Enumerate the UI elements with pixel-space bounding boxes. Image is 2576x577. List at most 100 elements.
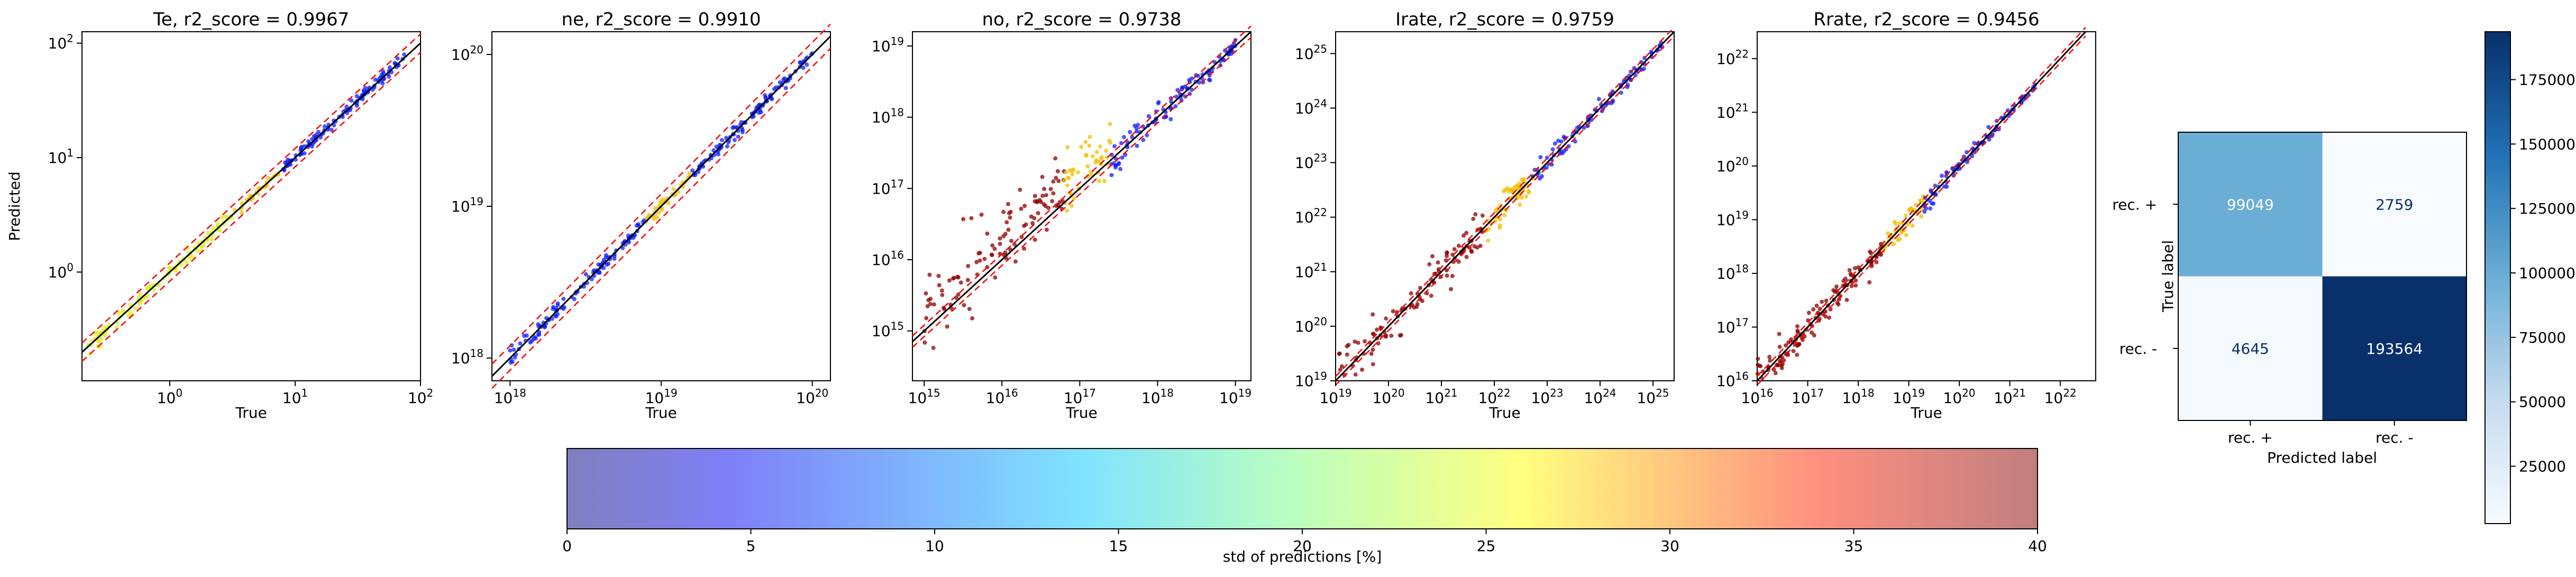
- scatter-point: [1070, 204, 1074, 208]
- scatter-point: [1090, 154, 1095, 159]
- scatter-point: [1065, 208, 1070, 213]
- scatter-point: [1194, 73, 1199, 78]
- scatter-point: [1596, 97, 1601, 102]
- scatter-point: [732, 138, 737, 142]
- scatter-point: [1190, 87, 1194, 92]
- scatter-point: [1994, 118, 1999, 123]
- std-colorbar-tick-label: 5: [746, 537, 756, 555]
- scatter-point: [947, 278, 952, 283]
- scatter-point: [329, 127, 334, 132]
- scatter-point: [1812, 333, 1816, 337]
- x-tick-label: 1019: [645, 387, 677, 407]
- scatter-point: [1072, 196, 1076, 201]
- scatter-point: [211, 226, 216, 231]
- scatter-point: [1012, 242, 1017, 246]
- scatter-point: [1384, 333, 1389, 338]
- scatter-point: [1919, 214, 1924, 219]
- scatter-point: [1006, 202, 1010, 206]
- scatter-point: [1145, 133, 1149, 138]
- identity-line: [1335, 31, 1675, 382]
- scatter-point: [1207, 77, 1211, 82]
- scatter-point: [998, 236, 1002, 241]
- scatter-point: [958, 280, 963, 285]
- x-tick-label: 1020: [1943, 387, 1976, 407]
- scatter-point: [283, 160, 287, 165]
- scatter-point: [1384, 316, 1389, 321]
- scatter-point: [1777, 344, 1782, 349]
- scatter-point: [1810, 331, 1814, 335]
- scatter-point: [1065, 183, 1070, 188]
- scatter-point: [1791, 349, 1796, 353]
- scatter-point: [1098, 144, 1102, 149]
- scatter-point: [1085, 164, 1090, 169]
- x-tick-label: 1020: [796, 387, 828, 407]
- scatter-point: [1903, 213, 1908, 218]
- scatter-point: [1066, 176, 1071, 180]
- matrix-cell: [2178, 276, 2323, 420]
- y-tick-label: 1018: [872, 106, 904, 126]
- y-tick-label: 1021: [1295, 261, 1327, 281]
- scatter-point: [322, 124, 327, 129]
- scatter-point: [537, 332, 542, 337]
- x-tick-label: 1021: [1994, 387, 2026, 407]
- scatter-point: [1180, 85, 1184, 90]
- scatter-point: [1874, 260, 1879, 264]
- matrix-cell: [2178, 132, 2323, 277]
- scatter-point: [1782, 358, 1786, 363]
- x-tick-label: 1019: [1319, 387, 1351, 407]
- y-tick-label: 1023: [1295, 152, 1327, 172]
- scatter-point: [1353, 339, 1357, 344]
- y-tick-label: 1019: [1295, 370, 1327, 390]
- scatter-point: [1904, 233, 1908, 237]
- scatter-point: [1051, 191, 1056, 196]
- x-tick-label: 1018: [1842, 387, 1874, 407]
- scatter-point: [1522, 177, 1526, 181]
- y-tick-label: 1019: [451, 195, 483, 215]
- scatter-point: [1032, 216, 1037, 221]
- scatter-point: [1795, 324, 1799, 328]
- scatter-point: [805, 62, 809, 67]
- scatter-point: [928, 301, 933, 306]
- scatter-point: [1922, 209, 1927, 214]
- scatter-point: [1538, 155, 1543, 160]
- scatter-point: [1064, 170, 1068, 175]
- std-colorbar: 0 5 10 15 20 25 30 35 40 std of predictions [%]: [562, 448, 2047, 565]
- scatter-point: [936, 273, 941, 278]
- scatter-point: [1756, 363, 1760, 368]
- scatter-point: [524, 333, 529, 338]
- scatter-point: [978, 258, 982, 263]
- scatter-point: [974, 260, 979, 264]
- scatter-point: [1338, 368, 1342, 372]
- scatter-point: [1497, 223, 1502, 228]
- cm-colorbar-tick-label: 175000: [2519, 71, 2575, 88]
- scatter-point: [1018, 187, 1022, 192]
- scatter-point: [1456, 243, 1461, 248]
- scatter-point: [601, 265, 606, 270]
- scatter-point: [117, 310, 122, 315]
- y-axis-label: True label: [2159, 240, 2177, 313]
- matrix-cell-value: 4645: [2232, 340, 2269, 358]
- scatter-point: [1022, 246, 1027, 251]
- x-tick-label: 100: [157, 387, 182, 407]
- scatter-point: [555, 303, 560, 307]
- scatter-point: [344, 104, 349, 109]
- scatter-point: [1116, 162, 1121, 167]
- scatter-point: [1811, 307, 1816, 312]
- scatter-point: [1779, 363, 1784, 368]
- plot-area: [81, 31, 421, 381]
- scatter-point: [1848, 271, 1853, 276]
- scatter-point: [955, 274, 960, 279]
- scatter-point: [978, 251, 982, 255]
- scatter-point: [1112, 144, 1117, 149]
- cm-colorbar-tick-label: 125000: [2519, 200, 2575, 217]
- scatter-point: [1036, 211, 1040, 215]
- y-tick-label: 1018: [1716, 262, 1749, 282]
- scatter-point: [1004, 220, 1009, 225]
- scatter-point: [349, 98, 354, 103]
- scatter-point: [1019, 206, 1024, 211]
- std-colorbar-label: std of predictions [%]: [1223, 548, 1382, 565]
- scatter-point: [606, 261, 611, 266]
- scatter-point: [1001, 209, 1006, 214]
- scatter-point: [1174, 94, 1179, 99]
- scatter-point: [1519, 195, 1524, 200]
